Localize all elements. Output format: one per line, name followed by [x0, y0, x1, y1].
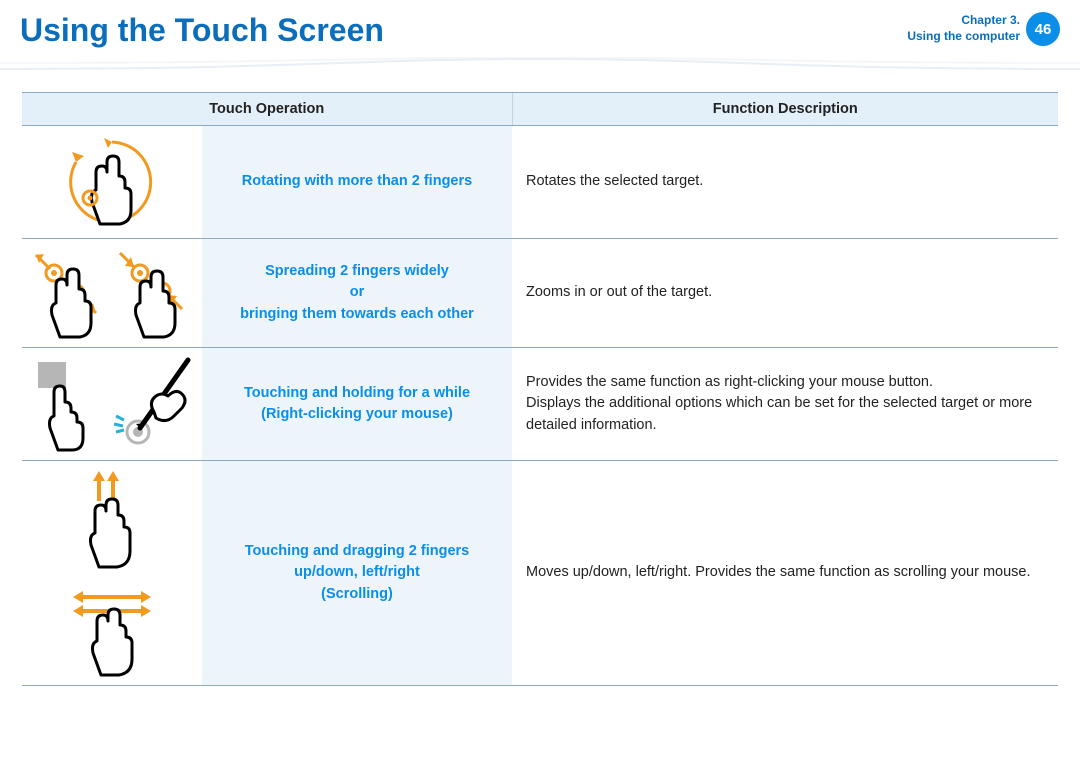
chapter-block: Chapter 3. Using the computer 46: [907, 12, 1060, 46]
operation-text: bringing them towards each other: [212, 304, 502, 325]
horizontal-scroll-gesture-icon: [67, 573, 157, 679]
gesture-icon-cell: [22, 126, 202, 239]
table-row: Spreading 2 fingers widely or bringing t…: [22, 239, 1058, 348]
operation-cell: Touching and dragging 2 fingers up/down,…: [202, 461, 512, 686]
chapter-line-2: Using the computer: [907, 29, 1020, 43]
table-row: Touching and dragging 2 fingers up/down,…: [22, 461, 1058, 686]
rotate-gesture-icon: [62, 132, 162, 232]
description-cell: Rotates the selected target.: [512, 126, 1058, 239]
operation-text: (Scrolling): [212, 584, 502, 605]
operation-text: Spreading 2 fingers widely: [212, 261, 502, 282]
page-title: Using the Touch Screen: [20, 12, 384, 49]
chapter-line-1: Chapter 3.: [961, 13, 1020, 27]
stylus-hold-gesture-icon: [110, 354, 196, 454]
table-header-row: Touch Operation Function Description: [22, 93, 1058, 126]
divider-swoosh-icon: [0, 57, 1080, 71]
operation-cell: Rotating with more than 2 fingers: [202, 126, 512, 239]
description-text: Provides the same function as right-clic…: [526, 374, 1032, 432]
operation-text: Touching and dragging 2 fingers: [212, 541, 502, 562]
gesture-icon-cell: [22, 348, 202, 461]
operation-text: Rotating with more than 2 fingers: [212, 171, 502, 192]
touch-hold-gesture-icon: [28, 354, 106, 454]
page-header: Using the Touch Screen Chapter 3. Using …: [0, 0, 1080, 57]
table-row: Rotating with more than 2 fingers Rotate…: [22, 126, 1058, 239]
operation-cell: Touching and holding for a while (Right-…: [202, 348, 512, 461]
description-cell: Provides the same function as right-clic…: [512, 348, 1058, 461]
page-number-badge: 46: [1026, 12, 1060, 46]
operation-text: Touching and holding for a while: [212, 383, 502, 404]
chapter-text: Chapter 3. Using the computer: [907, 13, 1020, 44]
operation-text: (Right-clicking your mouse): [212, 404, 502, 425]
table-row: Touching and holding for a while (Right-…: [22, 348, 1058, 461]
touch-operations-table: Touch Operation Function Description: [22, 92, 1058, 686]
operation-text: or: [212, 282, 502, 303]
description-cell: Moves up/down, left/right. Provides the …: [512, 461, 1058, 686]
header-function-description: Function Description: [512, 93, 1058, 126]
operation-cell: Spreading 2 fingers widely or bringing t…: [202, 239, 512, 348]
gesture-icon-cell: [22, 239, 202, 348]
description-cell: Zooms in or out of the target.: [512, 239, 1058, 348]
spread-gesture-icon: [32, 245, 110, 341]
header-touch-operation: Touch Operation: [22, 93, 512, 126]
gesture-icon-cell: [22, 461, 202, 686]
vertical-scroll-gesture-icon: [73, 467, 151, 573]
pinch-gesture-icon: [114, 245, 192, 341]
table-wrapper: Touch Operation Function Description: [0, 76, 1080, 686]
operation-text: up/down, left/right: [212, 562, 502, 583]
